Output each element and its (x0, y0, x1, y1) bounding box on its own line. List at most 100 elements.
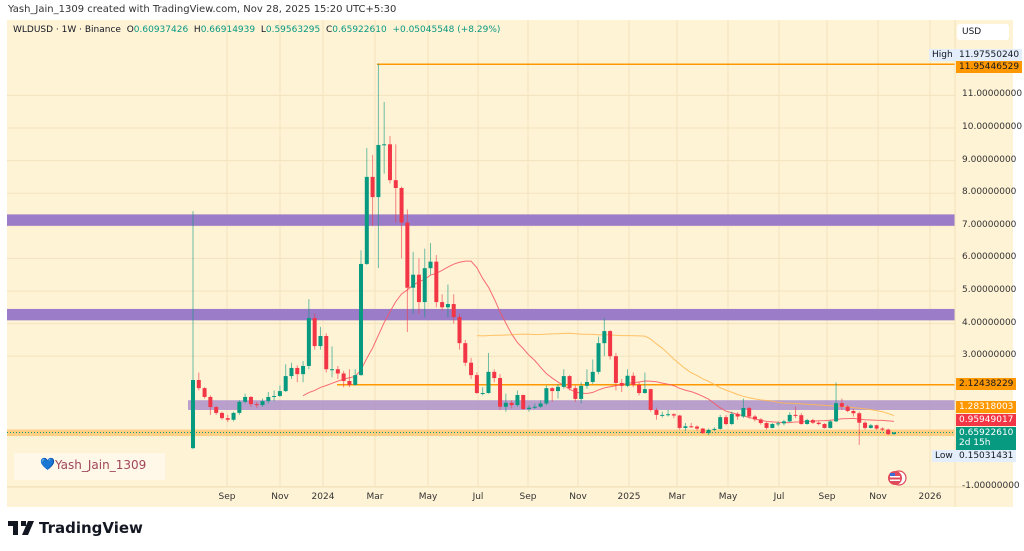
candle-body (671, 414, 676, 416)
candle-body (405, 222, 410, 288)
candle-body (648, 389, 653, 410)
high-value: 0.66914939 (200, 25, 256, 35)
bar-countdown: 2d 15h (959, 438, 991, 448)
ohlc-legend: WLDUSD · 1W · Binance O0.60937426 H0.669… (13, 25, 500, 35)
currency-button[interactable]: USD (957, 24, 1009, 40)
candle-body (631, 375, 636, 385)
hline-mid-label: 2.12438229 (956, 378, 1017, 390)
candle-body (654, 409, 659, 415)
time-tick: Sep (218, 492, 236, 502)
candle-body (886, 429, 891, 435)
candle-body (532, 406, 537, 408)
candle-body (579, 385, 584, 399)
candle-body (243, 396, 248, 402)
candle-body (764, 423, 769, 428)
candle-body (330, 369, 335, 371)
chart-frame[interactable] (7, 20, 1013, 507)
candle-body (828, 421, 833, 428)
time-tick: Sep (818, 492, 836, 502)
candle-body (191, 379, 195, 449)
candle-body (706, 429, 711, 434)
candle-body (625, 375, 630, 386)
candle-body (503, 402, 508, 407)
candle-body (219, 412, 224, 419)
candle-body (660, 414, 665, 416)
candle-body (283, 376, 288, 392)
hline-top-label: 11.95446529 (956, 61, 1023, 73)
candle-body (469, 362, 474, 376)
candle-body (637, 384, 642, 394)
tradingview-logo[interactable]: TradingView (8, 519, 143, 537)
open-label: O (126, 25, 134, 35)
close-label: C (326, 25, 333, 35)
candle-body (770, 424, 775, 428)
candle-body (370, 176, 375, 198)
resistance-zone (7, 214, 955, 226)
candle-body (318, 335, 323, 347)
candle-body (619, 382, 624, 386)
time-tick: 2025 (617, 492, 641, 502)
price-tick: 5.00000000 (962, 285, 1017, 295)
time-tick: Nov (569, 492, 587, 502)
candle-body (457, 317, 462, 344)
candle-body (411, 274, 416, 288)
high-tag: High (929, 49, 956, 61)
moving-average-line (302, 260, 895, 424)
candle-body (324, 335, 329, 370)
candle-body (301, 365, 306, 375)
candle-body (689, 426, 694, 428)
candle-body (434, 261, 439, 303)
us-flag-events-icon[interactable] (887, 470, 907, 486)
candle-body (416, 274, 421, 303)
candle-body (695, 426, 700, 429)
candle-body (584, 381, 589, 386)
candle-body (208, 396, 213, 408)
candle-body (822, 424, 827, 428)
candle-body (700, 428, 705, 434)
candle-body (225, 418, 230, 420)
watermark-name: Yash_Jain_1309 (55, 458, 147, 472)
candle-body (214, 407, 219, 413)
candle-body (364, 176, 369, 264)
candle-body (509, 402, 514, 406)
candle-body (335, 369, 340, 374)
candle-body (196, 379, 201, 389)
time-tick: Jul (773, 492, 785, 502)
heart-icon: 💙 (40, 457, 55, 471)
resistance-zone (188, 400, 955, 410)
candle-body (451, 304, 456, 318)
candle-body (463, 343, 468, 363)
time-tick: Nov (869, 492, 887, 502)
candle-body (851, 410, 856, 414)
brand-name: TradingView (39, 519, 143, 537)
grid (7, 20, 955, 487)
candle-body (602, 331, 607, 344)
low-tag: Low (932, 450, 956, 462)
time-tick: 2024 (311, 492, 335, 502)
change-value: +0.05045548 (+8.29%) (392, 25, 501, 35)
candle-body (486, 371, 491, 394)
candle-body (550, 388, 555, 392)
candle-body (567, 376, 572, 389)
candle-body (747, 408, 752, 417)
candle-body (810, 420, 815, 423)
candle-body (758, 419, 763, 424)
ma-orange-label: 1.28318003 (956, 401, 1017, 413)
candle-body (781, 421, 786, 424)
candle-body (666, 414, 671, 416)
open-value: 0.60937426 (133, 25, 189, 35)
candle-body (359, 263, 364, 376)
low-value: 0.59563295 (265, 25, 321, 35)
author-watermark: 💙 Yash_Jain_1309 (14, 453, 165, 480)
candle-body (718, 417, 723, 429)
time-tick: May (718, 492, 738, 502)
candle-body (555, 386, 560, 392)
close-value: 0.65922610 (332, 25, 387, 35)
candle-body (422, 268, 427, 303)
ma-red-label: 0.95949017 (956, 414, 1017, 426)
candle-body (857, 413, 862, 423)
candle-body (312, 318, 317, 347)
candle-body (793, 414, 798, 416)
candle-body (735, 413, 740, 417)
